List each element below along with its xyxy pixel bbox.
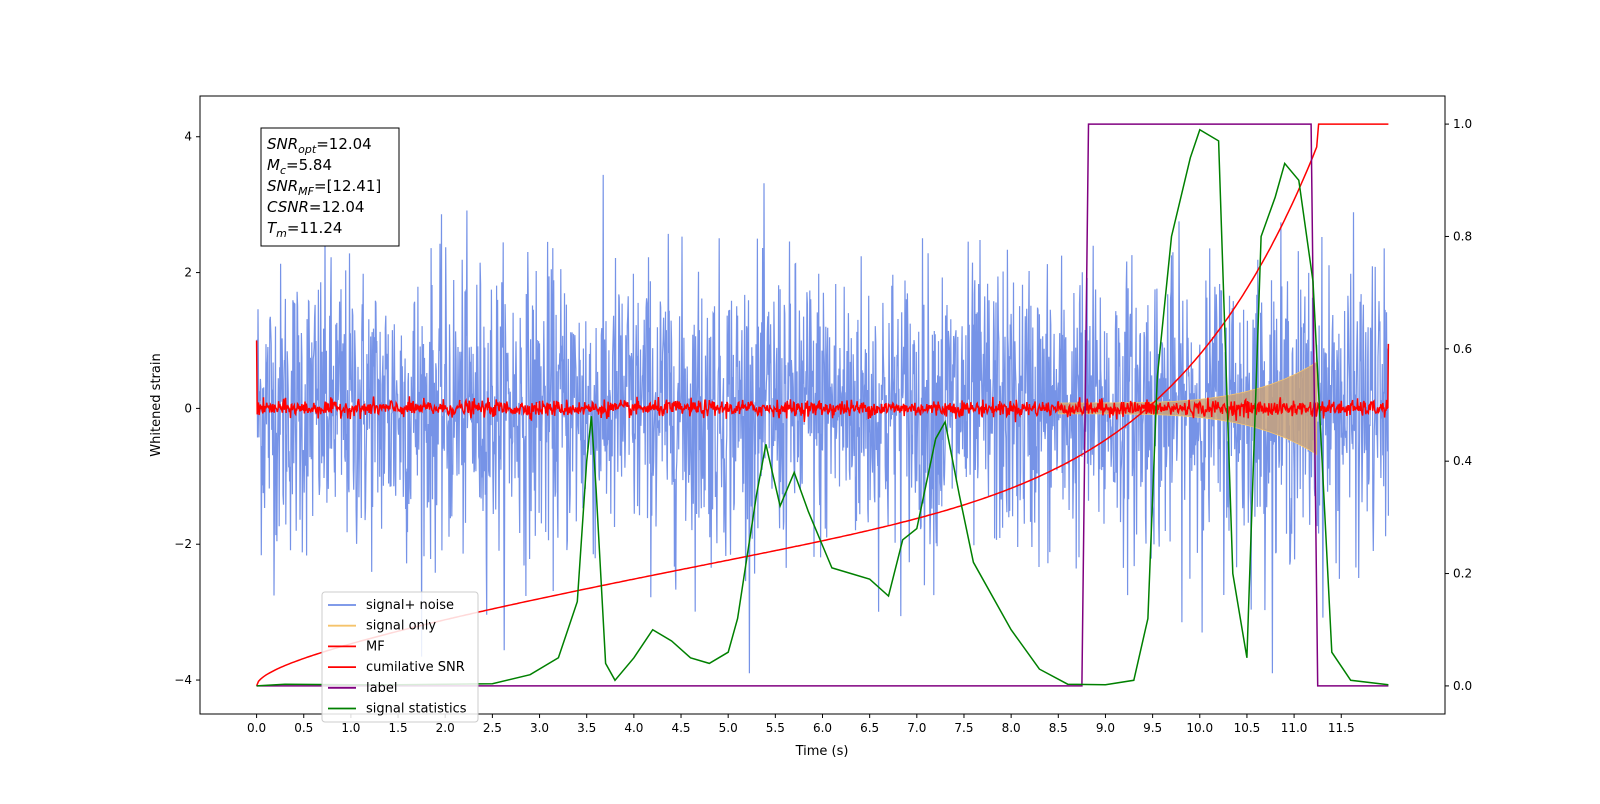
x-tick-label: 11.0 [1281, 721, 1308, 735]
x-tick-label: 9.0 [1096, 721, 1115, 735]
y2-tick-label: 0.2 [1453, 567, 1472, 581]
series-signal-noise [256, 174, 1389, 674]
y-axis-right: 1.0 0.8 0.6 0.4 0.2 0.0 [1445, 117, 1472, 693]
legend-label: signal only [366, 619, 436, 634]
x-tick-label: 5.5 [766, 721, 785, 735]
x-tick-label: 7.0 [907, 721, 926, 735]
y2-tick-label: 1.0 [1453, 117, 1472, 131]
series-layer [255, 123, 1390, 687]
x-tick-label: 0.0 [247, 721, 266, 735]
legend-label: label [366, 681, 397, 696]
legend-label: MF [366, 639, 385, 654]
x-tick-label: 2.0 [436, 721, 455, 735]
x-tick-label: 11.5 [1328, 721, 1355, 735]
x-tick-label: 4.0 [624, 721, 643, 735]
series-signal-statistics [256, 128, 1389, 687]
x-tick-label: 2.5 [483, 721, 502, 735]
x-tick-label: 8.0 [1002, 721, 1021, 735]
legend: signal+ noise signal only MF cumilative SNR… [321, 591, 479, 723]
y2-tick-label: 0.6 [1453, 342, 1472, 356]
x-tick-label: 10.0 [1186, 721, 1213, 735]
annotation-line: SNRMF=[12.41] [267, 177, 381, 198]
legend-label: signal+ noise [366, 598, 454, 613]
x-tick-label: 1.5 [389, 721, 408, 735]
x-tick-label: 6.0 [813, 721, 832, 735]
annotation-line: Mc=5.84 [267, 156, 332, 177]
legend-label: cumilative SNR [366, 660, 465, 675]
annotation-line: SNRopt=12.04 [267, 135, 372, 156]
y-tick-label: −2 [174, 537, 192, 551]
annotation-line: Tm=11.24 [267, 219, 342, 240]
x-tick-label: 0.5 [294, 721, 313, 735]
series-mf [255, 340, 1390, 423]
y2-tick-label: 0.8 [1453, 229, 1472, 243]
y-tick-label: 4 [184, 130, 192, 144]
x-tick-label: 4.5 [671, 721, 690, 735]
x-tick-label: 5.0 [719, 721, 738, 735]
x-axis: 0.0 0.5 1.0 1.5 2.0 2.5 3.0 3.5 4.0 4.5 5.0 5.5 6.0 6… [247, 714, 1355, 735]
y2-tick-label: 0.0 [1453, 679, 1472, 693]
series-label [256, 123, 1389, 687]
y-axis-label: Whitened strain [149, 353, 164, 456]
y-tick-label: −4 [174, 673, 192, 687]
x-tick-label: 3.0 [530, 721, 549, 735]
y-tick-label: 2 [184, 266, 192, 280]
y-tick-label: 0 [184, 401, 192, 415]
x-tick-label: 6.5 [860, 721, 879, 735]
x-tick-label: 3.5 [577, 721, 596, 735]
legend-label: signal statistics [366, 702, 467, 717]
x-axis-label: Time (s) [795, 744, 849, 759]
x-tick-label: 1.0 [341, 721, 360, 735]
annotation-box: SNRopt=12.04Mc=5.84SNRMF=[12.41]CSNR=12.… [260, 127, 400, 247]
x-tick-label: 10.5 [1234, 721, 1261, 735]
annotation-line: CSNR=12.04 [267, 198, 364, 216]
x-tick-label: 8.5 [1049, 721, 1068, 735]
x-tick-label: 9.5 [1143, 721, 1162, 735]
x-tick-label: 7.5 [954, 721, 973, 735]
y-axis-left: 4 2 0 −2 −4 [174, 130, 200, 687]
y2-tick-label: 0.4 [1453, 454, 1472, 468]
